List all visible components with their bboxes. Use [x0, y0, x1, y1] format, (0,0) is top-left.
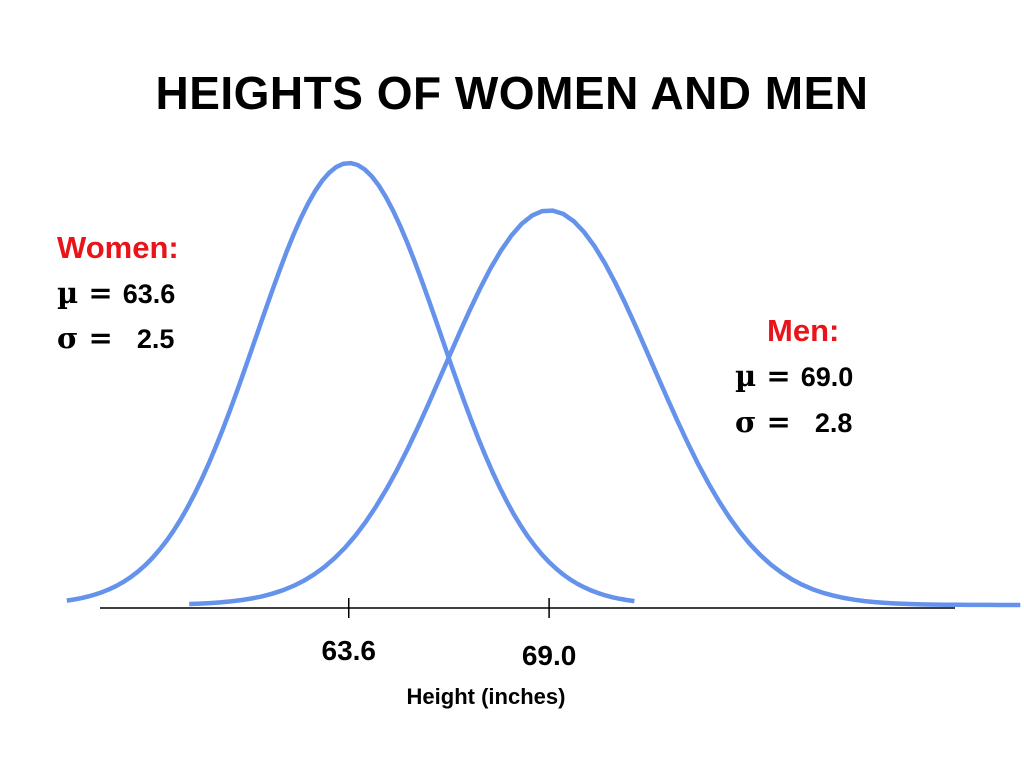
men-mean-annotation: µ = 69.0 — [735, 359, 853, 393]
men-sd-annotation: σ = 2.8 — [735, 405, 852, 439]
chart-title: HEIGHTS OF WOMEN AND MEN — [155, 67, 869, 119]
men-mean-value: 69.0 — [801, 362, 854, 392]
women-sd-value: 2.5 — [137, 324, 175, 354]
x-tick-label-63-6: 63.6 — [322, 635, 377, 666]
women-label: Women: — [57, 230, 179, 265]
men-label: Men: — [767, 313, 839, 348]
women-sigma-symbol: σ = — [57, 321, 123, 355]
women-mu-symbol: µ = — [57, 276, 123, 310]
series-women-curve — [66, 160, 635, 604]
women-sd-annotation: σ = 2.5 — [57, 321, 174, 355]
men-sigma-symbol: σ = — [735, 405, 801, 439]
women-mean-value: 63.6 — [123, 279, 176, 309]
x-axis-label: Height (inches) — [407, 684, 566, 709]
x-tick-label-69-0: 69.0 — [522, 640, 577, 671]
men-sd-value: 2.8 — [815, 408, 853, 438]
women-mean-annotation: µ = 63.6 — [57, 276, 175, 310]
series-men-curve — [189, 208, 1021, 608]
men-mu-symbol: µ = — [735, 359, 801, 393]
